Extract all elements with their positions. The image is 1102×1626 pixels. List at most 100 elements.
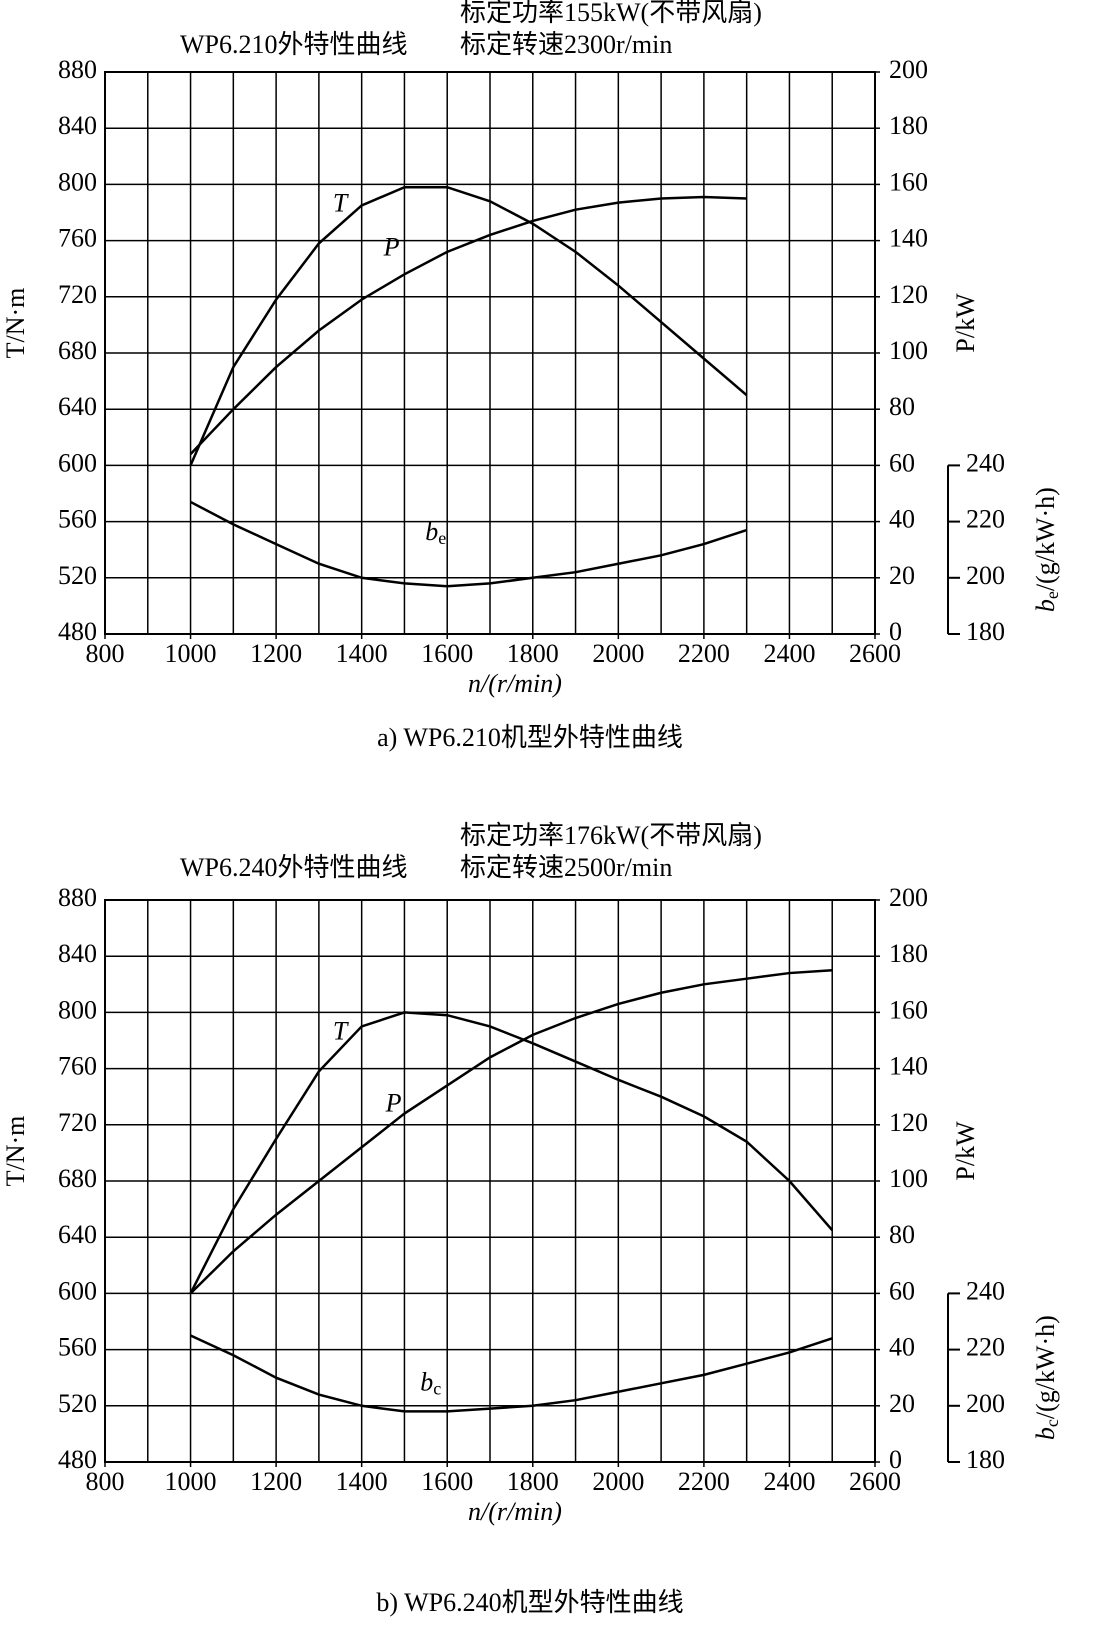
- curve-label: P: [383, 233, 400, 262]
- x-tick-label: 2000: [592, 639, 644, 668]
- curve-label-subscript: e: [438, 528, 446, 548]
- y3-label-unit: /(g/kW·h): [1031, 487, 1060, 591]
- x-tick-label: 1800: [507, 639, 559, 668]
- chart-title: WP6.240外特性曲线: [180, 853, 408, 882]
- x-tick-label: 2600: [849, 639, 901, 668]
- y-tick-label: 480: [58, 617, 97, 646]
- rating-power: 标定功率155kW(不带风扇): [460, 0, 762, 27]
- y3-axis-label: bc/(g/kW·h): [1031, 1315, 1062, 1440]
- y2-tick-label: 200: [889, 883, 928, 912]
- y2-tick-label: 40: [889, 505, 915, 534]
- y2-tick-label: 0: [889, 617, 902, 646]
- rating-speed: 标定转速2300r/min: [460, 30, 672, 59]
- curve: [189, 500, 748, 588]
- y-tick-label: 520: [58, 561, 97, 590]
- x-tick-label: 1200: [250, 1467, 302, 1496]
- rating-power: 标定功率176kW(不带风扇): [460, 821, 762, 850]
- x-tick-label: 2200: [678, 639, 730, 668]
- y-tick-label: 560: [58, 1333, 97, 1362]
- curve-label-name: P: [385, 1088, 402, 1117]
- curve-label: T: [333, 188, 349, 217]
- y2-axis-label: P/kW: [951, 293, 980, 353]
- curve: [189, 1011, 834, 1294]
- y-tick-label: 840: [58, 939, 97, 968]
- curve: [190, 1334, 833, 1413]
- y-tick-label: 840: [58, 111, 97, 140]
- x-tick-label: 1600: [421, 639, 473, 668]
- y-tick-label: 760: [58, 1052, 97, 1081]
- y2-tick-label: 120: [889, 280, 928, 309]
- x-tick-label: 1200: [250, 639, 302, 668]
- y-tick-label: 680: [58, 336, 97, 365]
- curve-label: be: [425, 517, 446, 548]
- curve-label-name: b: [425, 517, 438, 546]
- y-tick-label: 640: [58, 1220, 97, 1249]
- curve-label-name: P: [383, 233, 400, 262]
- y2-tick-label: 100: [889, 336, 928, 365]
- y2-tick-label: 120: [889, 1108, 928, 1137]
- y2-tick-label: 0: [889, 1445, 902, 1474]
- y3-tick-label: 180: [966, 617, 1005, 646]
- y-tick-label: 800: [58, 167, 97, 196]
- y-axis-label: T/N·m: [1, 288, 30, 359]
- y2-tick-label: 20: [889, 561, 915, 590]
- curve: [189, 185, 748, 466]
- y3-label-symbol: b: [1031, 599, 1060, 612]
- x-tick-label: 2400: [763, 1467, 815, 1496]
- y3-tick-label: 240: [966, 1276, 1005, 1305]
- y3-tick-label: 240: [966, 448, 1005, 477]
- x-axis-label: n/(r/min): [468, 669, 562, 698]
- y2-tick-label: 140: [889, 1052, 928, 1081]
- x-tick-label: 1600: [421, 1467, 473, 1496]
- y2-axis-label: P/kW: [951, 1121, 980, 1181]
- curve-label-name: b: [420, 1367, 433, 1396]
- y-tick-label: 520: [58, 1389, 97, 1418]
- curve: [189, 969, 833, 1295]
- y-tick-label: 760: [58, 224, 97, 253]
- y2-tick-label: 160: [889, 167, 928, 196]
- y-tick-label: 720: [58, 280, 97, 309]
- y3-axis-label: be/(g/kW·h): [1031, 487, 1062, 612]
- y3-tick-label: 180: [966, 1445, 1005, 1474]
- x-tick-label: 1400: [336, 639, 388, 668]
- y-tick-label: 880: [58, 883, 97, 912]
- x-tick-label: 1800: [507, 1467, 559, 1496]
- x-tick-label: 2600: [849, 1467, 901, 1496]
- y-tick-label: 600: [58, 1276, 97, 1305]
- y-tick-label: 640: [58, 392, 97, 421]
- y3-label-subscript: c: [1042, 1419, 1062, 1427]
- y-tick-label: 600: [58, 448, 97, 477]
- curve-label: bc: [420, 1367, 441, 1398]
- x-tick-label: 800: [86, 639, 125, 668]
- y3-label-subscript: e: [1042, 591, 1062, 599]
- y2-tick-label: 180: [889, 111, 928, 140]
- y3-tick-label: 220: [966, 505, 1005, 534]
- y3-tick-label: 220: [966, 1333, 1005, 1362]
- y-tick-label: 880: [58, 55, 97, 84]
- y3-tick-label: 200: [966, 561, 1005, 590]
- y-tick-label: 560: [58, 505, 97, 534]
- y2-tick-label: 80: [889, 1220, 915, 1249]
- x-tick-label: 800: [86, 1467, 125, 1496]
- x-tick-label: 1000: [165, 639, 217, 668]
- caption: b) WP6.240机型外特性曲线: [376, 1588, 683, 1617]
- curve: [189, 195, 747, 456]
- y2-tick-label: 160: [889, 995, 928, 1024]
- y-tick-label: 800: [58, 995, 97, 1024]
- y2-tick-label: 80: [889, 392, 915, 421]
- y2-tick-label: 200: [889, 55, 928, 84]
- y-tick-label: 720: [58, 1108, 97, 1137]
- y2-tick-label: 60: [889, 1276, 915, 1305]
- curve-label: P: [385, 1088, 402, 1117]
- curve-label-subscript: c: [433, 1379, 441, 1399]
- curve-label: T: [333, 1016, 349, 1045]
- y2-tick-label: 60: [889, 448, 915, 477]
- x-tick-label: 1000: [165, 1467, 217, 1496]
- x-axis-label: n/(r/min): [468, 1497, 562, 1526]
- y2-tick-label: 100: [889, 1164, 928, 1193]
- y2-tick-label: 40: [889, 1333, 915, 1362]
- curve-label-name: T: [333, 1016, 349, 1045]
- curve-label-name: T: [333, 188, 349, 217]
- x-tick-label: 2200: [678, 1467, 730, 1496]
